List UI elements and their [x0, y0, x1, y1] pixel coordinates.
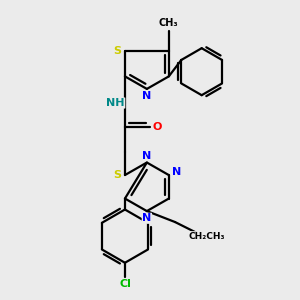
Text: CH₂CH₃: CH₂CH₃ [188, 232, 225, 241]
Text: NH: NH [106, 98, 125, 108]
Text: O: O [152, 122, 162, 131]
Text: CH₃: CH₃ [159, 18, 178, 28]
Text: S: S [113, 46, 121, 56]
Text: N: N [172, 167, 181, 177]
Text: S: S [113, 170, 121, 180]
Text: N: N [142, 213, 152, 223]
Text: N: N [142, 151, 152, 160]
Text: Cl: Cl [119, 279, 131, 289]
Text: N: N [142, 91, 152, 101]
